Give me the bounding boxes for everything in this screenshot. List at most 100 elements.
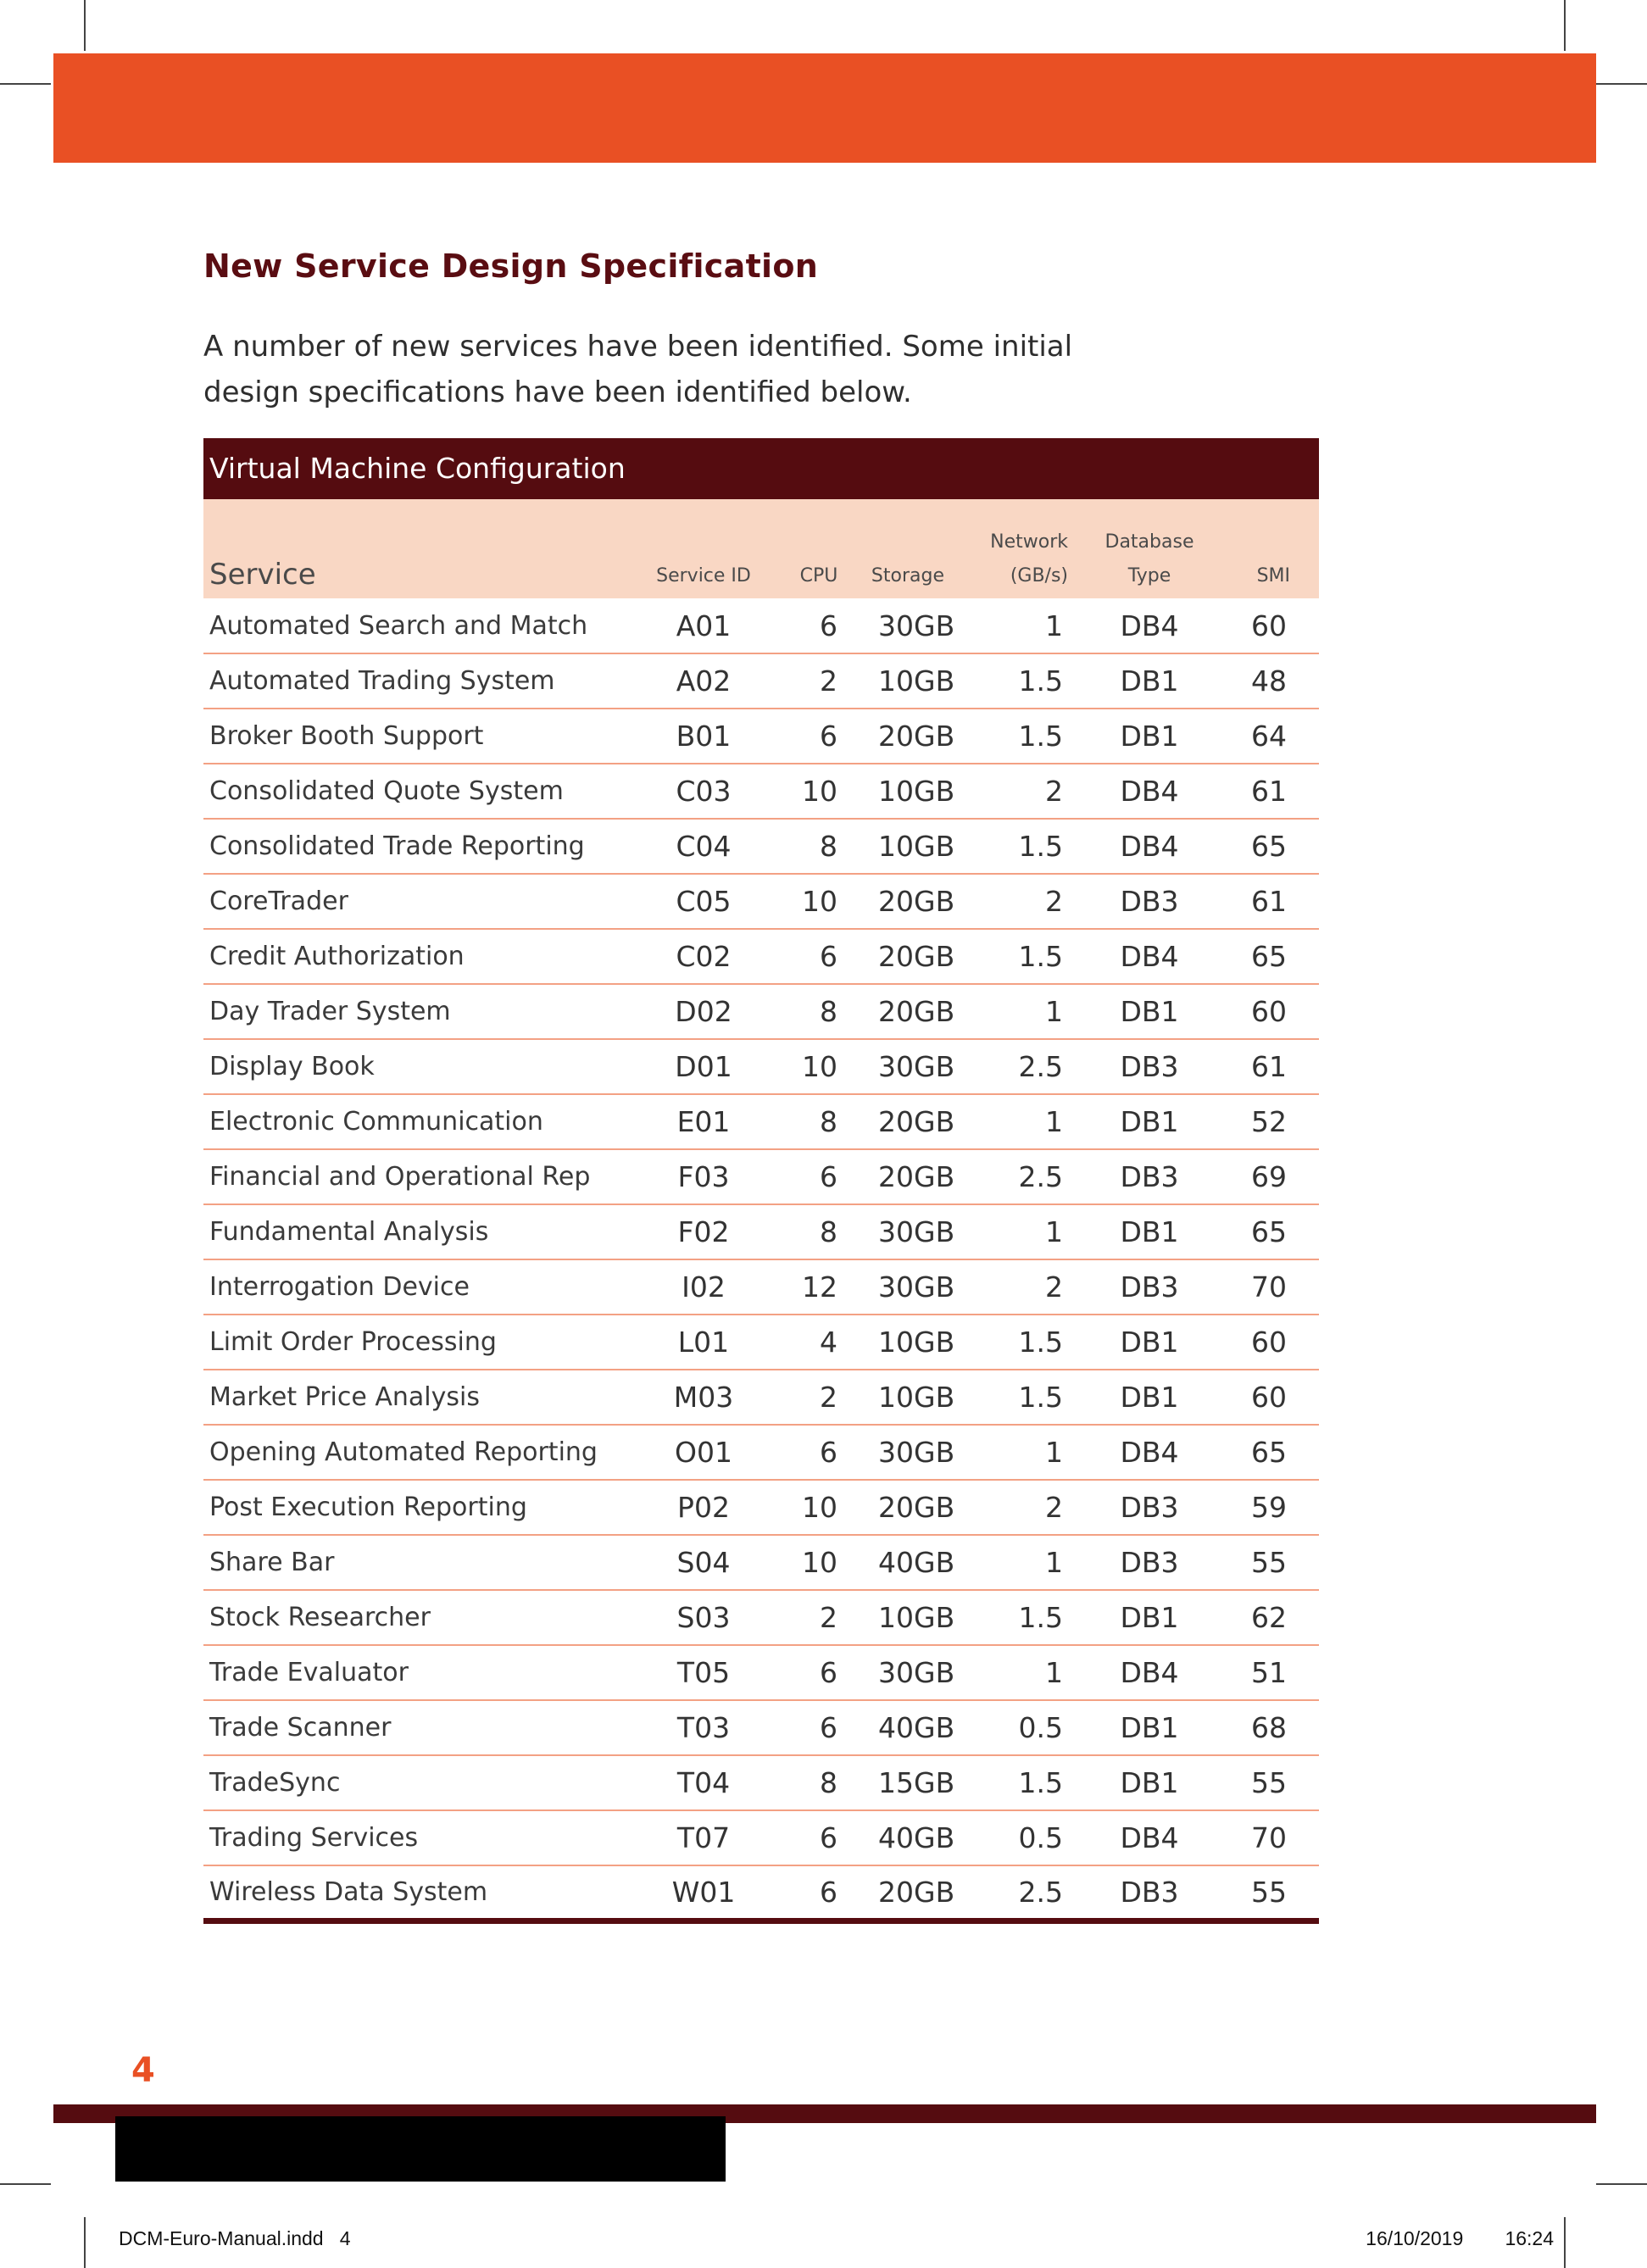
cell-service-id: D02	[624, 984, 783, 1040]
cell-storage: 20GB	[854, 874, 954, 930]
table-row: Trade Evaluator T05 6 30GB 1 DB4 51	[203, 1645, 1319, 1701]
cell-database: DB3	[1080, 874, 1219, 930]
cell-storage: 30GB	[854, 598, 954, 654]
cell-database: DB3	[1080, 1259, 1219, 1315]
cell-service: Automated Trading System	[203, 653, 624, 709]
cell-cpu: 4	[783, 1315, 854, 1370]
cell-service: Automated Search and Match	[203, 598, 624, 654]
cell-network: 1	[954, 1094, 1080, 1150]
cell-storage: 40GB	[854, 1700, 954, 1756]
table-row: Stock Researcher S03 2 10GB 1.5 DB1 62	[203, 1590, 1319, 1646]
vm-config-table: Virtual Machine Configuration Service Se…	[203, 438, 1319, 1924]
cell-storage: 30GB	[854, 1039, 954, 1095]
cell-cpu: 2	[783, 653, 854, 709]
cell-service: TradeSync	[203, 1755, 624, 1811]
intro-paragraph: A number of new services have been ident…	[203, 330, 1073, 409]
cell-network: 2	[954, 874, 1080, 930]
table-row: Wireless Data System W01 6 20GB 2.5 DB3 55	[203, 1865, 1319, 1924]
col-header-smi: SMI	[1256, 565, 1290, 586]
cell-service-id: T07	[624, 1810, 783, 1866]
cell-smi: 65	[1219, 1204, 1319, 1260]
cell-smi: 55	[1219, 1865, 1319, 1924]
col-header-database: Database Type	[1080, 499, 1219, 598]
cell-network: 1	[954, 1645, 1080, 1701]
cell-database: DB1	[1080, 1700, 1219, 1756]
cell-storage: 10GB	[854, 819, 954, 875]
cell-cpu: 10	[783, 764, 854, 820]
cell-database: DB3	[1080, 1480, 1219, 1536]
cell-cpu: 12	[783, 1259, 854, 1315]
cell-service: Credit Authorization	[203, 929, 624, 985]
table-row: Post Execution Reporting P02 10 20GB 2 DB3 59	[203, 1480, 1319, 1536]
cell-cpu: 6	[783, 598, 854, 654]
cell-service: Trade Evaluator	[203, 1645, 624, 1701]
cell-network: 0.5	[954, 1810, 1080, 1866]
cell-storage: 40GB	[854, 1810, 954, 1866]
cell-database: DB1	[1080, 709, 1219, 764]
cell-service-id: D01	[624, 1039, 783, 1095]
cell-cpu: 6	[783, 1865, 854, 1924]
cell-network: 1.5	[954, 709, 1080, 764]
cell-network: 1.5	[954, 1315, 1080, 1370]
cell-service: Share Bar	[203, 1535, 624, 1591]
table-row: Interrogation Device I02 12 30GB 2 DB3 70	[203, 1259, 1319, 1315]
cell-cpu: 6	[783, 1645, 854, 1701]
table-row: Trading Services T07 6 40GB 0.5 DB4 70	[203, 1810, 1319, 1866]
cell-network: 1.5	[954, 819, 1080, 875]
cell-database: DB4	[1080, 1425, 1219, 1481]
crop-mark	[84, 0, 86, 51]
cell-cpu: 8	[783, 1755, 854, 1811]
cell-storage: 30GB	[854, 1425, 954, 1481]
cell-service-id: O01	[624, 1425, 783, 1481]
cell-smi: 65	[1219, 819, 1319, 875]
cell-service: Financial and Operational Rep	[203, 1149, 624, 1205]
crop-mark	[0, 83, 51, 85]
cell-network: 1.5	[954, 1370, 1080, 1426]
cell-storage: 20GB	[854, 1094, 954, 1150]
cell-network: 2.5	[954, 1865, 1080, 1924]
cell-service: Consolidated Quote System	[203, 764, 624, 820]
cell-storage: 20GB	[854, 1149, 954, 1205]
cell-database: DB1	[1080, 984, 1219, 1040]
col-header-database-line2: Type	[1127, 565, 1171, 586]
table-row: Fundamental Analysis F02 8 30GB 1 DB1 65	[203, 1204, 1319, 1260]
cell-smi: 61	[1219, 1039, 1319, 1095]
cell-storage: 40GB	[854, 1535, 954, 1591]
table-row: Opening Automated Reporting O01 6 30GB 1 DB4 6…	[203, 1425, 1319, 1481]
crop-mark	[1596, 2183, 1647, 2185]
cell-service-id: B01	[624, 709, 783, 764]
crop-mark	[1564, 0, 1566, 51]
cell-smi: 48	[1219, 653, 1319, 709]
table-caption: Virtual Machine Configuration	[203, 438, 1319, 499]
cell-cpu: 6	[783, 1425, 854, 1481]
cell-service-id: A02	[624, 653, 783, 709]
cell-smi: 64	[1219, 709, 1319, 764]
cell-smi: 61	[1219, 764, 1319, 820]
cell-storage: 20GB	[854, 929, 954, 985]
cell-cpu: 8	[783, 819, 854, 875]
crop-mark	[1564, 2217, 1566, 2268]
cell-service: Consolidated Trade Reporting	[203, 819, 624, 875]
cell-database: DB4	[1080, 1810, 1219, 1866]
cell-service: CoreTrader	[203, 874, 624, 930]
table-row: Day Trader System D02 8 20GB 1 DB1 60	[203, 984, 1319, 1040]
cell-service-id: T05	[624, 1645, 783, 1701]
col-header-service-id: Service ID	[656, 565, 751, 586]
cell-storage: 20GB	[854, 1480, 954, 1536]
cell-smi: 65	[1219, 929, 1319, 985]
cell-storage: 30GB	[854, 1645, 954, 1701]
cell-service: Trading Services	[203, 1810, 624, 1866]
table-row: Broker Booth Support B01 6 20GB 1.5 DB1 64	[203, 709, 1319, 764]
cell-storage: 30GB	[854, 1259, 954, 1315]
cell-cpu: 2	[783, 1590, 854, 1646]
slug-datetime: 16/10/2019 16:24	[1366, 2227, 1554, 2249]
cell-database: DB4	[1080, 1645, 1219, 1701]
cell-database: DB1	[1080, 1094, 1219, 1150]
table-row: Trade Scanner T03 6 40GB 0.5 DB1 68	[203, 1700, 1319, 1756]
cell-database: DB1	[1080, 1755, 1219, 1811]
cell-cpu: 10	[783, 1039, 854, 1095]
cell-service-id: A01	[624, 598, 783, 654]
cell-service: Stock Researcher	[203, 1590, 624, 1646]
cell-service: Market Price Analysis	[203, 1370, 624, 1426]
cell-database: DB3	[1080, 1865, 1219, 1924]
